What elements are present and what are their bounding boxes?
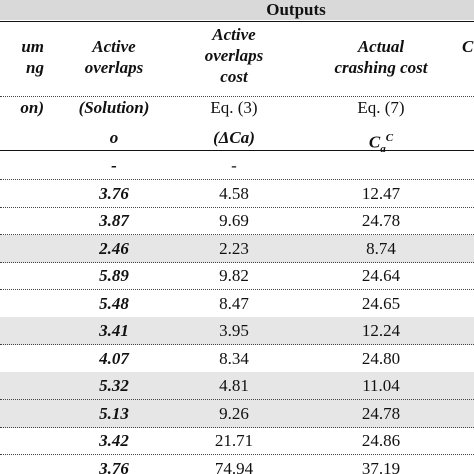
col-header-active-overlaps-cost: Active overlaps cost — [204, 25, 264, 86]
cell-active-overlaps: 5.48 — [99, 293, 129, 313]
cell-active-overlaps-cost: 74.94 — [214, 458, 254, 474]
body-top-rule — [0, 150, 474, 151]
right-header-fragment: C — [462, 37, 474, 56]
row-divider — [0, 179, 474, 180]
cell-active-overlaps-cost: 8.34 — [219, 348, 249, 368]
cell-actual-crashing-cost: 11.04 — [362, 376, 400, 395]
row-shading — [0, 234, 474, 263]
subheader-ca-c: CaC — [368, 132, 394, 156]
cell-actual-crashing-cost — [300, 152, 462, 179]
cell-active-overlaps-cost: 9.69 — [219, 211, 249, 230]
subheader-o: o — [109, 128, 119, 147]
left-header-fragment: um ng — [21, 37, 44, 77]
cell-active-overlaps-cost: 4.81 — [219, 376, 249, 395]
cell-active-overlaps: 3.42 — [99, 431, 129, 450]
row-divider — [0, 344, 474, 345]
cell-active-overlaps: 5.32 — [99, 376, 129, 395]
col-header-actual-crashing-cost: Actual crashing cost — [334, 37, 428, 77]
cell-active-overlaps: 4.07 — [99, 348, 129, 368]
cell-actual-crashing-cost: 24.78 — [361, 211, 401, 230]
cell-active-overlaps: 5.13 — [99, 403, 129, 423]
cell-actual-crashing-cost: 37.19 — [361, 458, 401, 474]
row-divider — [0, 289, 474, 290]
cell-active-overlaps: 3.76 — [99, 458, 129, 474]
cell-active-overlaps: 3.76 — [99, 183, 129, 203]
row-divider — [0, 261, 474, 263]
row-shading — [0, 399, 474, 428]
col-header-active-overlaps: Active overlaps — [84, 37, 144, 77]
cell-active-overlaps-cost: 3.95 — [219, 321, 249, 340]
cell-active-overlaps: 3.41 — [99, 321, 129, 340]
row-shading — [0, 317, 474, 345]
cell-active-overlaps-cost: 9.82 — [219, 266, 249, 285]
cell-active-overlaps: 3.87 — [99, 211, 129, 230]
cell-actual-crashing-cost: 24.78 — [361, 403, 401, 423]
cell-actual-crashing-cost: 8.74 — [366, 238, 396, 258]
row-divider — [0, 426, 474, 428]
header-divider — [0, 96, 474, 97]
cell-active-overlaps-cost: 9.26 — [219, 403, 249, 423]
top-rule — [0, 21, 474, 22]
subheader-solution: (Solution) — [78, 98, 150, 117]
cell-active-overlaps: - — [111, 156, 117, 175]
outputs-header-band — [0, 0, 474, 20]
row-divider — [0, 454, 474, 455]
cell-active-overlaps-cost: 8.47 — [219, 293, 249, 313]
cell-active-overlaps-cost: 4.58 — [219, 183, 249, 203]
subheader-eq3: Eq. (3) — [210, 98, 258, 117]
cell-actual-crashing-cost: 12.24 — [361, 321, 401, 340]
row-divider — [0, 206, 474, 208]
subheader-eq7: Eq. (7) — [357, 98, 405, 117]
cell-active-overlaps: 5.89 — [99, 266, 129, 285]
cell-actual-crashing-cost: 24.65 — [361, 293, 401, 313]
cell-active-overlaps-cost: 21.71 — [214, 431, 254, 450]
subheader-delta-ca: (ΔCa) — [213, 128, 255, 147]
cell-actual-crashing-cost: 24.64 — [361, 266, 401, 285]
cell-active-overlaps-cost: - — [231, 156, 237, 175]
outputs-title: Outputs — [266, 0, 326, 19]
left-subheader-fragment: on) — [20, 98, 44, 117]
cell-active-overlaps: 2.46 — [99, 238, 129, 258]
cell-active-overlaps-cost: 2.23 — [219, 238, 249, 258]
cell-actual-crashing-cost: 24.86 — [361, 431, 401, 450]
cell-actual-crashing-cost: 24.80 — [361, 348, 401, 368]
row-shading — [0, 372, 474, 400]
cell-actual-crashing-cost: 12.47 — [361, 183, 401, 203]
